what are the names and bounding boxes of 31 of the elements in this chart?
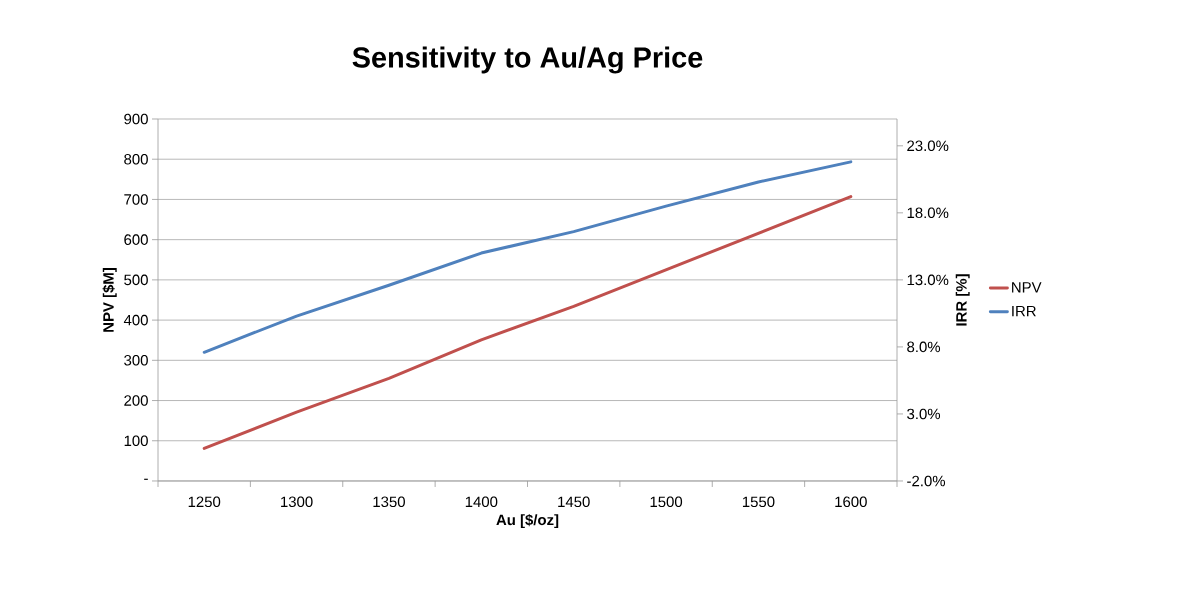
- line-series: [202, 160, 853, 354]
- x-tick-label: 1300: [281, 496, 313, 508]
- y-axis-title: NPV [$M]: [102, 268, 117, 332]
- y2-tick-label: -2.0%: [907, 475, 946, 487]
- y-tick-label: 400: [123, 314, 148, 326]
- x-tick-label: 1550: [742, 496, 775, 508]
- y-tick-label: 200: [124, 395, 148, 406]
- x-tick-label: 1450: [558, 496, 590, 508]
- y-tick-label: 700: [124, 194, 148, 205]
- y2-tick-label: 8.0%: [907, 341, 941, 353]
- y-tick-label: -: [144, 478, 148, 480]
- y2-tick-label: 3.0%: [907, 408, 941, 420]
- y-tick-label: 300: [124, 355, 148, 366]
- x-tick-label: 1600: [835, 496, 867, 508]
- y-tick-label: 900: [124, 113, 148, 125]
- y2-tick-label: 13.0%: [907, 274, 949, 286]
- x-tick-label: 1250: [188, 496, 221, 508]
- x-axis-title: Au [$/oz]: [496, 513, 559, 529]
- x-tick-label: 1500: [650, 496, 683, 508]
- y-tick-label: 100: [124, 435, 148, 447]
- y-tick-label: 800: [124, 153, 148, 165]
- y-tick-label: 600: [124, 234, 148, 245]
- x-tick-label: 1400: [465, 496, 498, 508]
- legend-label: NPV: [1012, 282, 1042, 293]
- chart-title: Sensitivity to Au/Ag Price: [352, 46, 703, 74]
- y2-tick-label: 23.0%: [907, 140, 949, 152]
- y-tick-label: 500: [124, 274, 148, 286]
- y2-tick-label: 18.0%: [907, 207, 949, 219]
- legend-label: IRR: [1012, 305, 1036, 317]
- y2-axis-title: IRR [%]: [955, 274, 970, 326]
- x-tick-label: 1350: [373, 496, 405, 508]
